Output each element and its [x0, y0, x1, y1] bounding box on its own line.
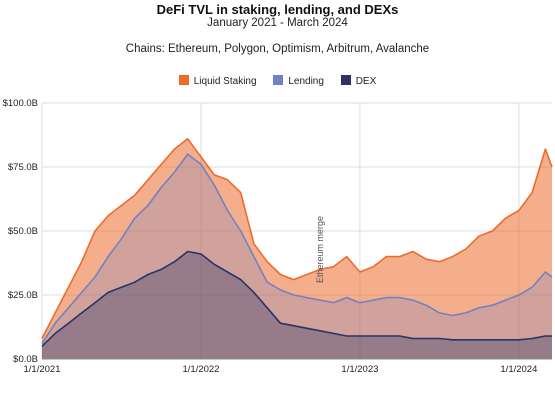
legend: Liquid Staking Lending DEX: [0, 75, 555, 87]
legend-label-lending: Lending: [288, 76, 324, 87]
y-tick-label: $100.0B: [3, 98, 38, 109]
chart-subtitle: January 2021 - March 2024: [207, 17, 348, 29]
axis-layer: $0.0B $25.0B $50.0B $75.0B $100.0B 1/1/2021 1/…: [3, 98, 552, 375]
x-tick-label: 1/1/2022: [182, 364, 219, 375]
legend-item-liquid-staking[interactable]: Liquid Staking: [178, 75, 257, 87]
series-line-dex: [41, 250, 552, 347]
legend-label-liquid-staking: Liquid Staking: [193, 76, 257, 87]
chains-note: Chains: Ethereum, Polygon, Optimism, Arb…: [125, 43, 430, 55]
series-line-lending: [41, 153, 553, 345]
legend-swatch-dex: [340, 75, 351, 85]
legend-swatch-lending: [273, 75, 284, 85]
legend-swatch-liquid-staking: [178, 75, 189, 85]
y-tick-label: $50.0B: [8, 226, 38, 237]
y-tick-label: $0.0B: [13, 354, 38, 365]
chart-title: DeFi TVL in staking, lending, and DEXs: [156, 2, 399, 17]
series-layer: [41, 138, 553, 359]
series-line-liquid-staking: [41, 138, 553, 339]
x-tick-label: 1/1/2024: [500, 364, 537, 375]
legend-item-dex[interactable]: DEX: [340, 75, 377, 87]
series-area-lending: [42, 154, 552, 359]
y-tick-label: $25.0B: [8, 290, 38, 301]
annotation-ethereum-merge: Ethereum merge: [315, 216, 325, 283]
series-area-dex: [42, 251, 552, 359]
x-tick-label: 1/1/2023: [341, 364, 378, 375]
y-tick-label: $75.0B: [8, 162, 38, 173]
legend-item-lending[interactable]: Lending: [273, 75, 324, 87]
x-tick-label: 1/1/2021: [24, 364, 61, 375]
legend-label-dex: DEX: [355, 76, 377, 87]
